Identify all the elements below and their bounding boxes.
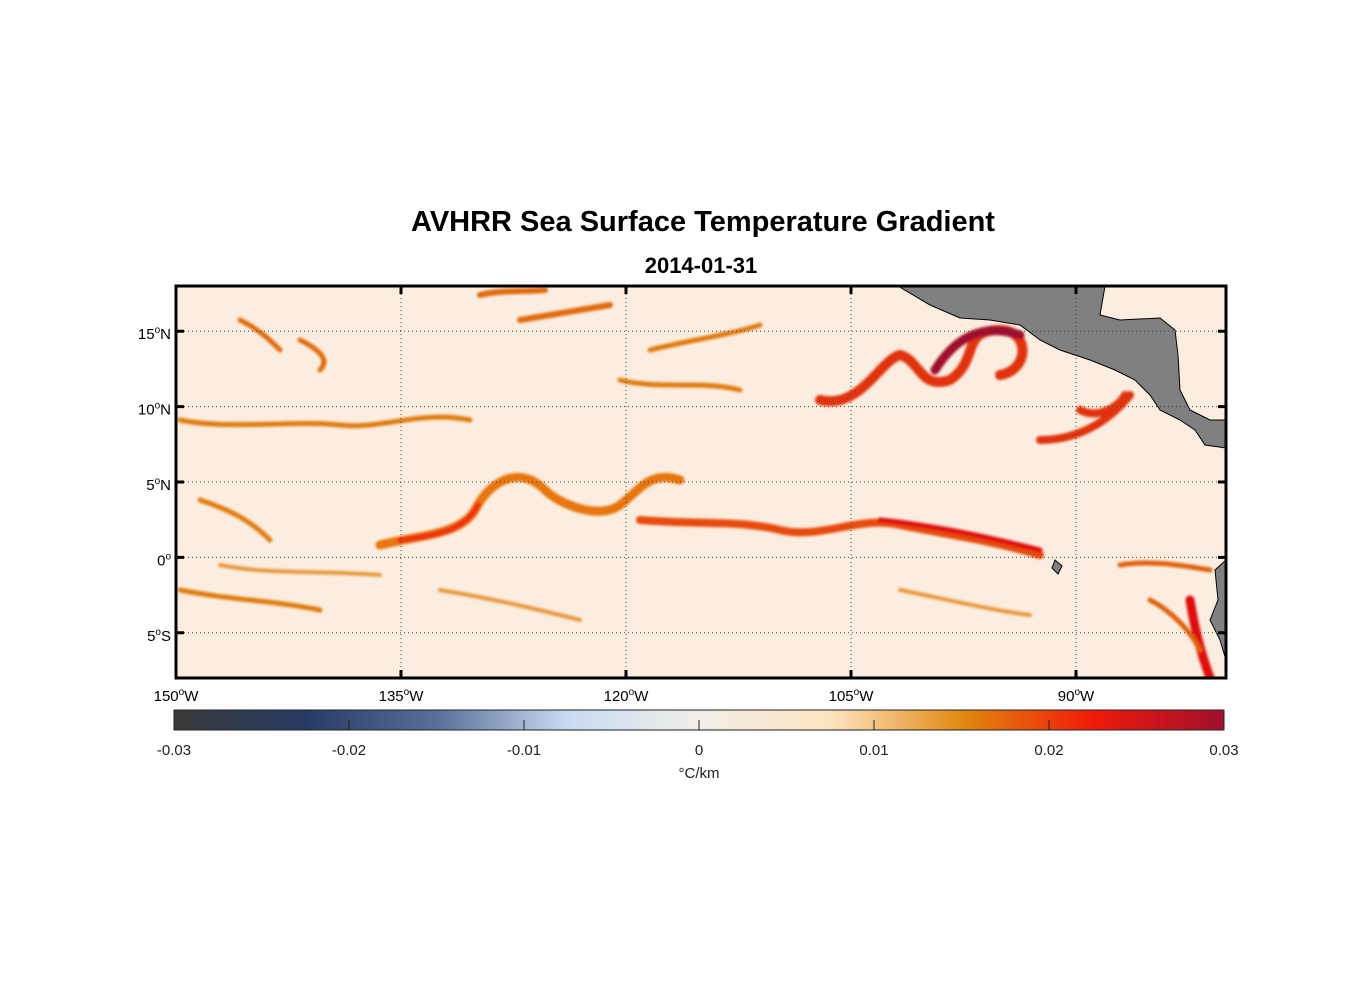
front-tehuantepec-eddy (815, 324, 1028, 407)
axis-ticks: 150oW 135oW 120oW 105oW 90oW 15oN 10oN 5oN 0o 5oS (138, 286, 1226, 705)
front-north-3 (617, 322, 763, 393)
x-tick-label: 105oW (829, 687, 875, 705)
land-south-america (1209, 559, 1226, 661)
y-tick-label: 5oS (147, 627, 171, 645)
colorbar-tick-label: -0.03 (157, 742, 191, 759)
y-tick-label: 0o (157, 551, 171, 569)
front-papagayo (1036, 391, 1134, 444)
land-central-america (897, 286, 1226, 449)
chart-subtitle: 2014-01-31 (644, 253, 758, 278)
front-north-4 (177, 497, 323, 613)
colorbar-tick-label: 0.02 (1034, 742, 1063, 759)
front-east-dark (877, 517, 1043, 553)
front-north-2 (477, 287, 613, 323)
y-tick-label: 10oN (138, 401, 171, 419)
colorbar-tick-label: -0.02 (332, 742, 366, 759)
chart-title: AVHRR Sea Surface Temperature Gradient (411, 206, 995, 238)
front-north-1 (177, 414, 473, 429)
land (897, 286, 1226, 661)
colorbar-tick-label: 0.03 (1209, 742, 1238, 759)
front-equatorial-east (636, 516, 1044, 559)
colorbar-tick-label: 0.01 (859, 742, 888, 759)
front-south-2 (1117, 560, 1213, 653)
colorbar-tick-label: -0.01 (507, 742, 541, 759)
land-galapagos (1051, 559, 1063, 575)
front-south-1 (218, 563, 1032, 622)
y-tick-label: 5oN (146, 476, 171, 494)
colorbar: °C/km -0.03 -0.02 -0.01 0 0.01 0.02 0.03 (157, 709, 1239, 782)
graticule (176, 286, 1226, 678)
map-area (176, 286, 1226, 678)
colorbar-tick-label: 0 (695, 742, 703, 759)
gradient-fronts (177, 287, 1215, 678)
x-tick-label: 135oW (379, 687, 425, 705)
colorbar-label: °C/km (679, 765, 720, 782)
front-north-5 (237, 317, 327, 373)
x-tick-label: 120oW (604, 687, 650, 705)
front-equatorial-core (397, 502, 481, 543)
front-tehuantepec-core (930, 326, 1025, 375)
front-peru-coast (1185, 595, 1215, 678)
y-tick-label: 15oN (138, 325, 171, 343)
x-tick-label: 150oW (154, 687, 200, 705)
x-tick-label: 90oW (1058, 687, 1095, 705)
